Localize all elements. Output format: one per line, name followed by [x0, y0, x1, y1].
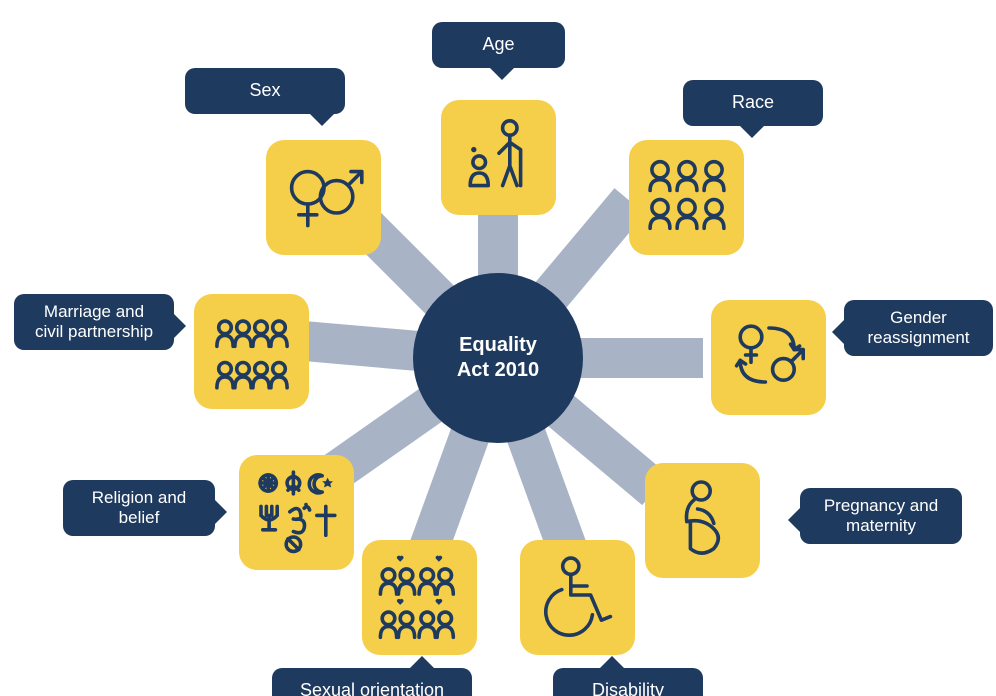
- pointer-sexual: [410, 656, 434, 668]
- label-disability: Disability: [553, 668, 703, 696]
- tile-pregnancy: [645, 463, 760, 578]
- marriage-icon: [207, 304, 297, 399]
- label-age: Age: [432, 22, 565, 68]
- hub-line2: Act 2010: [457, 359, 539, 381]
- race-icon: [642, 150, 732, 245]
- pointer-race: [740, 126, 764, 138]
- age-icon: [454, 110, 544, 205]
- tile-age: [441, 100, 556, 215]
- pointer-age: [490, 68, 514, 80]
- pointer-sex: [310, 114, 334, 126]
- tile-gender: [711, 300, 826, 415]
- religion-icon: [252, 465, 342, 560]
- label-race: Race: [683, 80, 823, 126]
- sex-icon: [279, 150, 369, 245]
- hub: Equality Act 2010: [413, 273, 583, 443]
- label-sex: Sex: [185, 68, 345, 114]
- tile-sexual: [362, 540, 477, 655]
- hub-line1: Equality: [459, 334, 537, 356]
- label-sexual: Sexual orientation: [272, 668, 472, 696]
- sexual-icon: [375, 550, 465, 645]
- label-gender: Gender reassignment: [844, 300, 993, 356]
- pregnancy-icon: [658, 473, 748, 568]
- pointer-gender: [832, 320, 844, 344]
- gender-icon: [724, 310, 814, 405]
- pointer-pregnancy: [788, 508, 800, 532]
- pointer-disability: [600, 656, 624, 668]
- disability-icon: [533, 550, 623, 645]
- label-pregnancy: Pregnancy and maternity: [800, 488, 962, 544]
- label-marriage: Marriage and civil partnership: [14, 294, 174, 350]
- tile-sex: [266, 140, 381, 255]
- pointer-religion: [215, 500, 227, 524]
- tile-religion: [239, 455, 354, 570]
- label-religion: Religion and belief: [63, 480, 215, 536]
- pointer-marriage: [174, 314, 186, 338]
- tile-marriage: [194, 294, 309, 409]
- tile-race: [629, 140, 744, 255]
- tile-disability: [520, 540, 635, 655]
